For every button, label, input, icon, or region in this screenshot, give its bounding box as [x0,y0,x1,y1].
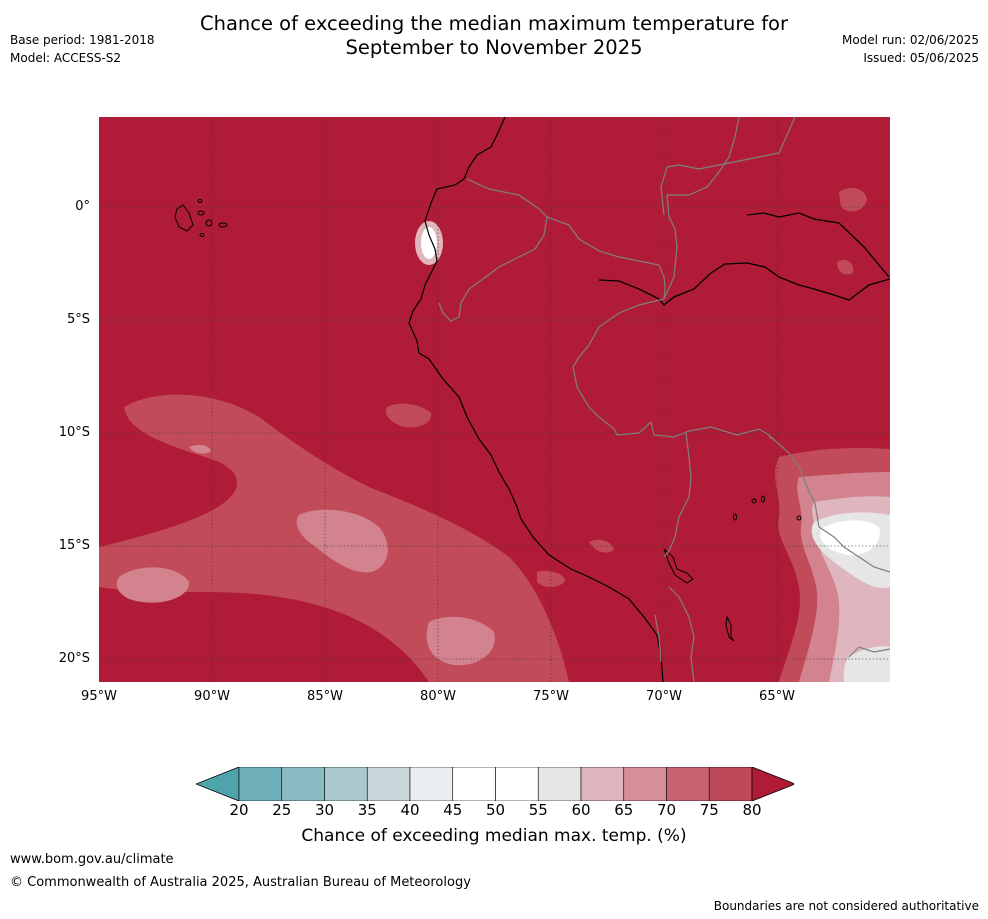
amazon-river [598,262,890,306]
colorbar-tick-label: 65 [614,801,634,819]
lon-label-85w: 85°W [307,689,343,704]
colorbar-tick-label: 70 [656,801,677,819]
colorbar-tick-label: 25 [272,801,292,819]
colorbar-tick-label: 45 [443,801,463,819]
east-45-55-core [820,520,880,556]
model-run: Model run: 02/06/2025 [841,33,979,47]
copyright-text: © Commonwealth of Australia 2025, Austra… [10,875,471,890]
colorbar [194,766,797,805]
title-line-2: September to November 2025 [345,36,643,59]
lat-label-15s: 15°S [58,538,90,553]
meta-left: Base period: 1981-2018 Model: ACCESS-S2 [10,31,155,67]
peru-coast-70-75-patch [385,403,432,428]
guayaquil-45-55-core [421,227,437,259]
title-line-1: Chance of exceeding the median maximum t… [199,12,789,35]
pacific-65-70-patch-b [296,509,388,573]
meta-right: Model run: 02/06/2025 Issued: 05/06/2025 [842,31,979,67]
pacific-65-70-patch-a [116,567,190,603]
inland-70-75-patch-2 [589,539,614,553]
lon-label-70w: 70°W [646,689,682,704]
colorbar-tick-label: 50 [485,801,506,819]
colorbar-label: Chance of exceeding median max. temp. (%… [301,826,687,846]
map-canvas [99,117,890,682]
colorbar-tick-label: 35 [357,801,377,819]
pacific-65-70-patch-c [426,616,495,666]
lat-label-10s: 10°S [58,425,90,440]
colorbar-segment [708,766,753,802]
national-borders [438,117,890,682]
coastline [408,117,664,682]
colorbar-arrow-low [194,766,240,802]
lon-label-95w: 95°W [81,689,117,704]
issued-date: Issued: 05/06/2025 [863,51,979,65]
colorbar-tick-label: 75 [699,801,719,819]
colorbar-segment [324,766,368,802]
colorbar-segment [238,766,283,802]
colorbar-segment [409,766,454,802]
colorbar-tick-label: 55 [528,801,548,819]
colorbar-tick-label: 30 [314,801,335,819]
colorbar-segment [580,766,625,802]
graticule [99,117,890,682]
lon-label-75w: 75°W [533,689,569,704]
colorbar-segment [537,766,582,802]
lat-label-5s: 5°S [66,312,90,327]
lon-label-90w: 90°W [194,689,230,704]
colorbar-segment [366,766,411,802]
map-title: Chance of exceeding the median maximum t… [0,12,988,60]
website-text: www.bom.gov.au/climate [10,852,174,867]
colorbar-segment [495,766,539,802]
colorbar-segment [623,766,667,802]
amazon-north-channel [746,212,890,278]
colorbar-segment [281,766,325,802]
lake-titicaca [663,548,694,584]
colorbar-svg [194,766,797,802]
lon-label-65w: 65°W [759,689,795,704]
model-name: Model: ACCESS-S2 [10,51,122,65]
amazon-70-75-patch-2 [837,260,854,275]
small-lakes [725,495,802,642]
colorbar-tick-label: 40 [400,801,420,819]
galapagos-islands [174,199,228,237]
colorbar-arrow-high [751,766,797,802]
disclaimer-text: Boundaries are not considered authoritat… [713,899,979,913]
lat-label-0: 0° [75,199,90,214]
colorbar-tick-label: 80 [742,801,762,819]
forecast-map [99,117,890,682]
colorbar-tick-label: 20 [229,801,249,819]
colorbar-segment [666,766,710,802]
amazon-70-75-patch [839,187,867,212]
pacific-65-70-patch-d [189,444,211,454]
base-period: Base period: 1981-2018 [10,33,155,47]
lon-label-80w: 80°W [420,689,456,704]
colorbar-tick-label: 60 [571,801,591,819]
lat-label-20s: 20°S [58,651,90,666]
colorbar-segment [452,766,496,802]
east-55-60-south [843,646,890,682]
